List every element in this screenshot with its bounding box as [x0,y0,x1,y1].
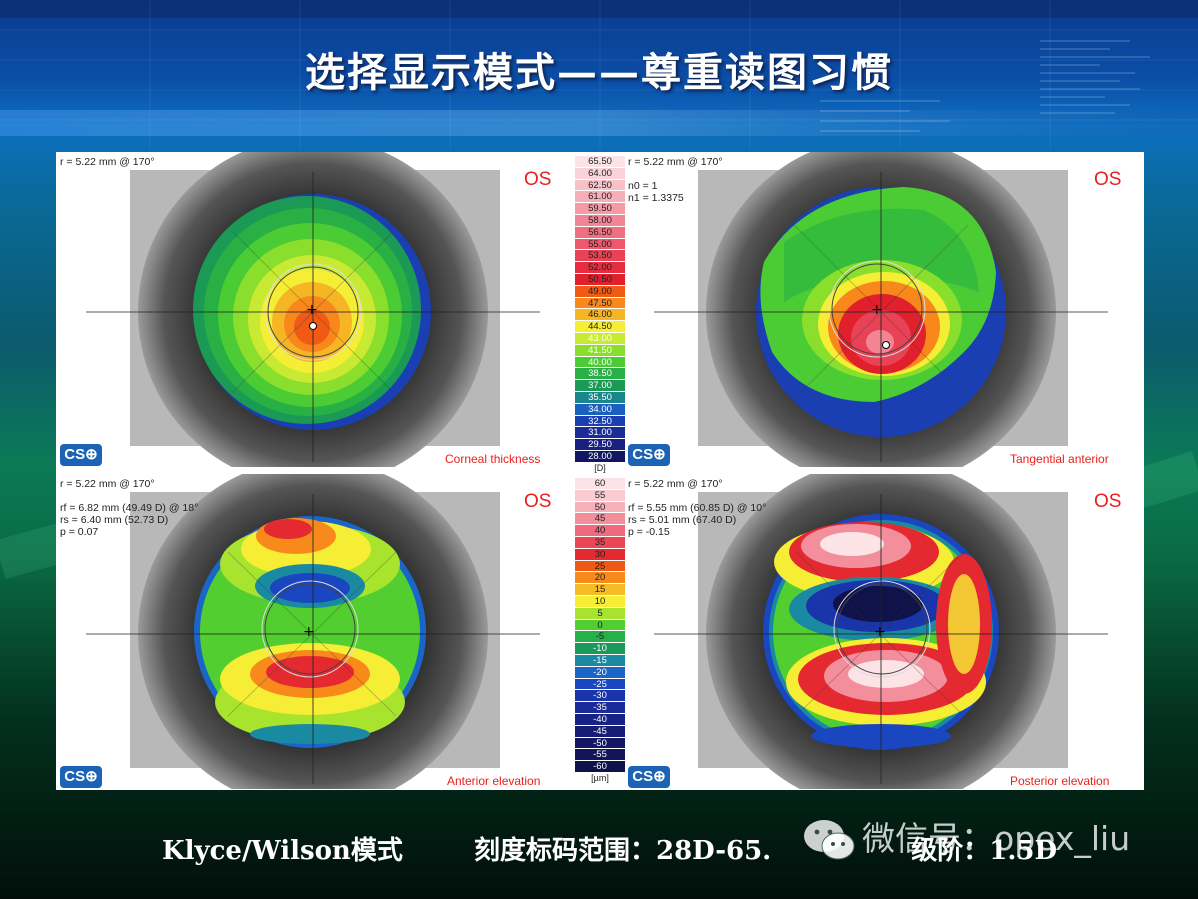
svg-text:+: + [871,302,883,318]
map-tangential-anterior: + r = 5.22 mm @ 170° n0 = 1 n1 = 1.3375 OS… [624,152,1139,467]
scale-cell: 50.50 [575,273,625,286]
scale-cell: 35 [575,536,625,549]
scale-cell: 52.00 [575,262,625,274]
scale-cell: -15 [575,654,625,667]
scale-cell: 43.00 [575,332,625,345]
scale-cell: 56.50 [575,226,625,239]
scale-cell: 28.00 [575,450,625,463]
scale-cell: -30 [575,690,625,703]
eye-label: OS [1094,491,1122,512]
map-info: r = 5.22 mm @ 170° rf = 5.55 mm (60.85 D)… [628,478,767,538]
scale-cell: 38.50 [575,368,625,381]
scale-cell: 40.00 [575,356,625,369]
scale-cell: 34.00 [575,403,625,416]
scale-cell: 32.50 [575,415,625,428]
corneal-thickness-map-image: + [86,152,540,467]
scale-cell: 47.50 [575,297,625,310]
scale-cell: 60 [575,478,625,490]
scale-cell: 45 [575,513,625,526]
scale-cell: 29.50 [575,439,625,451]
scale-cell: 44.50 [575,321,625,333]
scale-cell: -40 [575,713,625,726]
scale-cell: -35 [575,702,625,714]
elevation-color-scale: 60 55 50 45 40 35 30 25 20 15 10 5 0 -5 -10 -15 -20 -25 -3… [575,478,625,783]
scale-cell: 62.50 [575,179,625,192]
scale-cell: -10 [575,643,625,655]
scale-unit: [D] [594,462,606,473]
map-info: r = 5.22 mm @ 170° rf = 6.82 mm (49.49 D)… [60,478,199,538]
scale-cell: 61.00 [575,191,625,204]
scale-cell: 59.50 [575,203,625,215]
map-title: Posterior elevation [1010,774,1110,788]
scale-cell: 64.00 [575,167,625,180]
scale-cell: 35.50 [575,391,625,404]
wechat-icon [804,820,855,860]
scale-cell: -60 [575,761,625,773]
watermark-text: 微信号：opex_liu [862,819,1131,858]
scale-cell: 65.50 [575,156,625,168]
posterior-elevation-map-image: + [654,474,1108,789]
scale-cell: 37.00 [575,380,625,392]
scale-cell: -25 [575,678,625,691]
map-info: r = 5.22 mm @ 170° n0 = 1 n1 = 1.3375 [628,156,723,204]
map-corneal-thickness: + r = 5.22 mm @ 170° OS Corneal thicknes… [56,152,571,467]
scale-cell: 25 [575,560,625,573]
scale-cell: 46.00 [575,309,625,322]
scale-cell: -45 [575,725,625,738]
map-anterior-elevation: + r = 5.22 mm @ 170° rf = 6.82 mm (49.49 … [56,474,571,789]
scale-cell: 31.00 [575,427,625,440]
scale-cell: -20 [575,666,625,679]
svg-text:+: + [303,624,315,640]
scale-cell: 55 [575,489,625,502]
map-info: r = 5.22 mm @ 170° [60,156,155,168]
scale-unit: [µm] [591,772,609,783]
map-title: Corneal thickness [445,452,541,466]
scale-cell: 0 [575,619,625,632]
scale-cell: 5 [575,607,625,620]
caption-range: 刻度标码范围：28D-65. 级阶：1.5D [474,836,1058,866]
eye-label: OS [524,491,552,512]
cso-logo: CS⊕ [628,766,670,788]
scale-cell: 58.00 [575,214,625,227]
tangential-anterior-map-image: + [654,152,1108,467]
map-title: Tangential anterior [1010,452,1109,466]
scale-cell: 15 [575,584,625,596]
cso-logo: CS⊕ [60,444,102,466]
map-title: Anterior elevation [447,774,541,788]
scale-cell: 20 [575,572,625,585]
scale-cell: 55.00 [575,238,625,251]
eye-label: OS [524,169,552,190]
anterior-elevation-map-image: + [86,474,540,789]
svg-text:+: + [874,624,886,640]
slide-title: 选择显示模式——尊重读图习惯 [305,49,893,96]
scale-cell: 10 [575,595,625,608]
scale-cell: 30 [575,548,625,561]
curvature-color-scale: 65.50 64.00 62.50 61.00 59.50 58.00 56.50 55.00… [575,156,625,473]
scale-cell: -50 [575,737,625,750]
cso-logo: CS⊕ [628,444,670,466]
scale-cell: -55 [575,749,625,762]
scale-cell: 53.50 [575,250,625,263]
wechat-watermark: 微信号：opex_liu [800,808,1180,868]
scale-cell: 40 [575,525,625,537]
scale-cell: 49.00 [575,285,625,298]
topography-panel: + r = 5.22 mm @ 170° OS Corneal thicknes… [56,152,1144,790]
eye-label: OS [1094,169,1122,190]
scale-cell: 50 [575,501,625,514]
scale-cell: -5 [575,631,625,644]
scale-cell: 41.50 [575,344,625,357]
map-posterior-elevation: + r = 5.22 mm @ 170° rf = 5.55 mm (60.85 … [624,474,1139,789]
svg-text:+: + [306,302,318,318]
caption-mode: Klyce/Wilson模式 [162,836,403,866]
cso-logo: CS⊕ [60,766,102,788]
